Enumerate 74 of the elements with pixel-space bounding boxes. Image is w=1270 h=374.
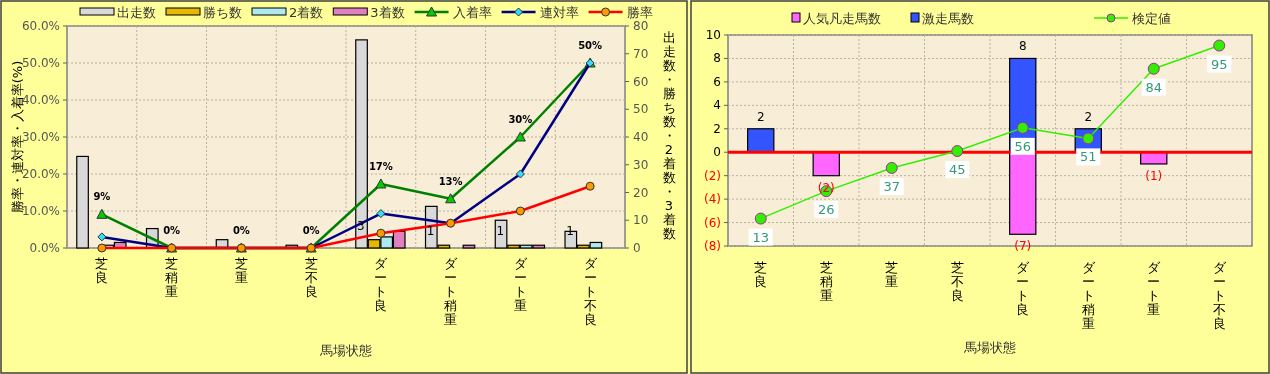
y2-tick-label: 10 [633,213,649,228]
data-label: 51 [1079,149,1097,165]
data-label: 0% [232,225,250,236]
y-tick-label: (4) [704,192,721,207]
legend-label: 人気凡走馬数 [803,11,881,26]
data-label: 1 [426,224,435,239]
y-tick-label: 60.0% [21,19,60,33]
x-axis-title: 馬場状態 [963,340,1016,355]
x-tick-label: 芝不良 [304,256,318,299]
data-label: 1 [496,224,505,239]
y2-tick-label: 60 [633,74,649,89]
legend-label: 勝率 [626,5,653,20]
data-label: 13% [438,175,463,187]
y-tick-label: (8) [704,239,721,253]
x-tick-label: ダート重 [1147,260,1162,317]
legend-label: 検定値 [1132,11,1171,26]
y-tick-label: 10 [705,28,721,42]
y-tick-label: 0.0% [29,241,60,255]
data-label: 0% [302,225,320,236]
data-label: 8 [1018,39,1027,54]
legend-label: 2着数 [289,5,324,20]
x-tick-label: 芝重 [885,260,899,289]
data-label: 13 [752,229,770,245]
data-label: 9% [93,191,111,203]
y2-tick-label: 50 [633,102,649,117]
legend-label: 連対率 [539,5,579,20]
data-label: 17% [368,160,393,172]
x-tick-label: ダート良 [1016,260,1031,317]
legend-label: 出走数 [117,5,156,20]
data-label: 56 [1014,138,1032,154]
text: 出走数・勝ち数・2着数・3着数 [662,30,676,241]
y-tick-label: 8 [713,51,721,66]
x-tick-label: ダート稍重 [1081,260,1096,331]
y2-tick-label: 40 [633,130,649,144]
x-tick-label: 芝重 [234,256,248,285]
data-label: 2 [756,109,765,124]
x-tick-label: ダート重 [513,256,528,313]
y2-tick-label: 70 [633,46,649,61]
x-tick-label: ダート良 [374,256,389,313]
data-label: 0% [163,225,181,236]
x-axis-title: 馬場状態 [319,343,372,358]
x-tick-label: 芝良 [754,260,768,289]
y2-tick-label: 0 [633,241,641,255]
data-label: (1) [1145,168,1163,183]
x-tick-label: 芝稍重 [819,260,833,303]
x-tick-label: ダート稍重 [444,256,459,327]
data-label: 84 [1145,79,1163,95]
y-tick-label: 0 [713,145,721,160]
data-label: 95 [1210,56,1228,72]
data-label: 37 [883,178,901,194]
legend-label: 勝ち数 [203,5,242,20]
data-label: 45 [948,162,966,178]
data-label: 2 [1084,109,1093,124]
legend-label: 入着率 [452,5,492,20]
y2-tick-label: 20 [633,185,649,200]
legend-label: 激走馬数 [922,11,974,26]
x-tick-label: 芝不良 [950,260,964,303]
legend-label: 3着数 [370,5,405,20]
x-tick-label: 芝良 [95,256,109,285]
x-tick-label: ダート不良 [583,256,598,327]
y2-tick-label: 80 [633,19,649,33]
x-tick-label: ダート不良 [1212,260,1227,331]
y2-tick-label: 30 [633,157,649,172]
x-tick-label: 芝稍重 [165,256,179,299]
y-tick-label: 2 [713,121,721,136]
y-tick-label: (2) [704,168,721,183]
data-label: 26 [817,202,835,218]
y-tick-label: 6 [713,74,721,89]
y-tick-label: 30.0% [21,130,60,144]
y-tick-label: (6) [704,215,721,230]
data-label: 30% [508,114,533,125]
y-tick-label: 4 [713,98,721,113]
data-label: (7) [1014,239,1032,254]
data-label: 50% [578,40,603,51]
